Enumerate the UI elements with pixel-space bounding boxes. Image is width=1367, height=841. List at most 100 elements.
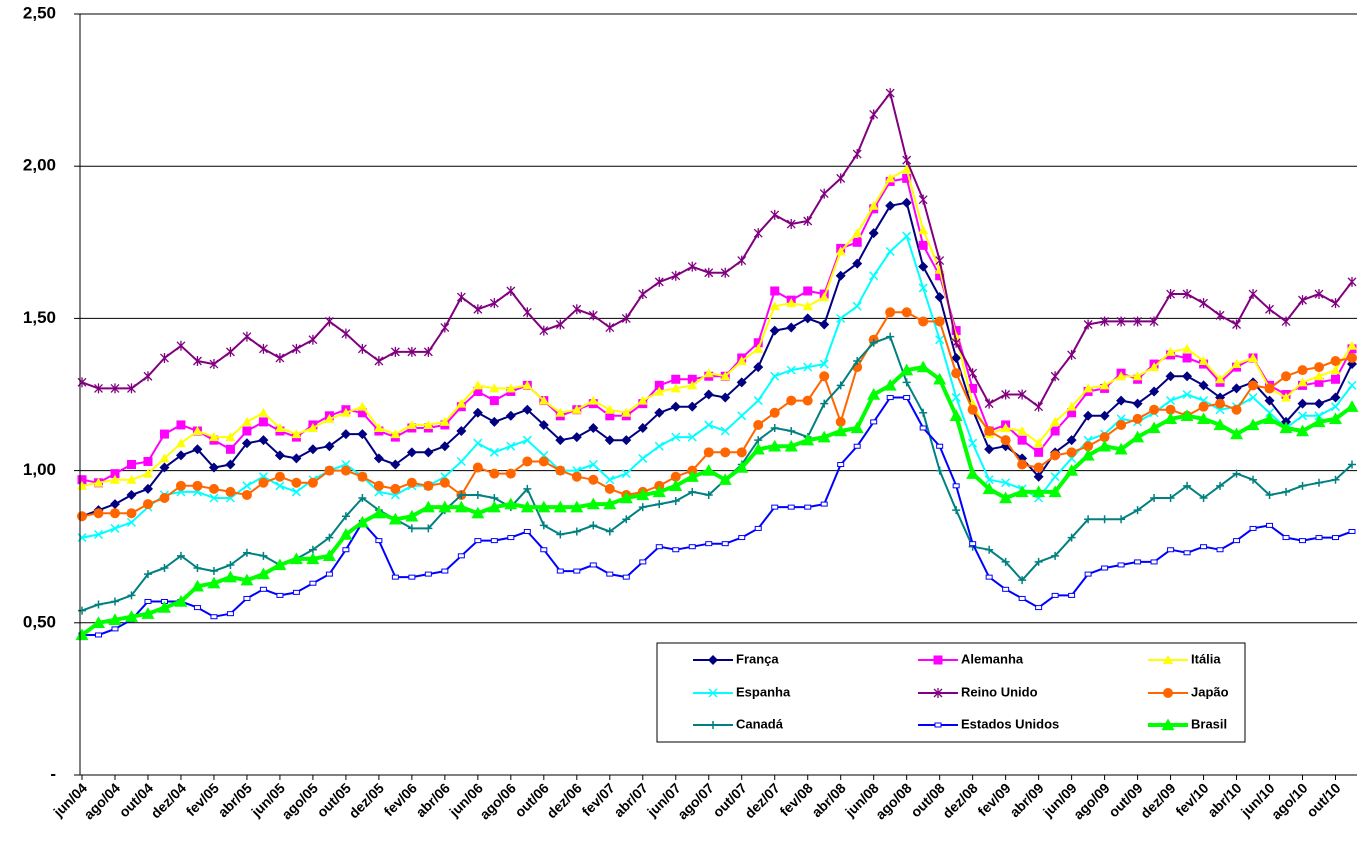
marker bbox=[256, 567, 270, 580]
marker bbox=[276, 592, 284, 598]
marker bbox=[967, 404, 978, 415]
marker bbox=[408, 574, 416, 580]
marker bbox=[93, 529, 104, 540]
marker bbox=[1265, 490, 1274, 499]
marker bbox=[654, 441, 664, 451]
marker bbox=[390, 429, 401, 439]
marker bbox=[702, 464, 716, 476]
marker bbox=[438, 500, 452, 513]
marker bbox=[1066, 401, 1077, 411]
marker bbox=[93, 477, 104, 487]
marker bbox=[240, 573, 254, 586]
marker bbox=[852, 237, 862, 247]
marker bbox=[1149, 362, 1160, 372]
marker bbox=[885, 246, 895, 256]
marker bbox=[242, 331, 252, 342]
marker bbox=[309, 580, 317, 586]
marker bbox=[652, 485, 666, 498]
marker bbox=[258, 343, 268, 354]
marker bbox=[852, 301, 862, 311]
marker bbox=[605, 527, 614, 536]
marker bbox=[1098, 439, 1112, 452]
marker bbox=[157, 601, 171, 613]
marker bbox=[504, 497, 518, 510]
legend: França Alemanha Itália Espanha Reino Unido Ja… bbox=[656, 642, 1246, 743]
marker bbox=[1134, 559, 1142, 565]
marker bbox=[720, 371, 731, 381]
marker bbox=[984, 475, 994, 485]
marker bbox=[1101, 565, 1109, 571]
marker bbox=[1149, 316, 1159, 327]
marker bbox=[1001, 389, 1011, 400]
marker bbox=[1183, 550, 1191, 556]
marker bbox=[109, 508, 120, 519]
marker bbox=[1017, 459, 1028, 470]
marker bbox=[588, 422, 599, 433]
marker bbox=[919, 408, 928, 417]
marker bbox=[1232, 319, 1242, 330]
marker bbox=[538, 395, 549, 405]
marker bbox=[1165, 404, 1176, 415]
marker bbox=[902, 231, 912, 241]
marker bbox=[820, 399, 829, 408]
marker bbox=[1200, 544, 1208, 550]
marker bbox=[1050, 371, 1060, 382]
marker bbox=[1002, 586, 1010, 592]
marker bbox=[373, 480, 384, 491]
marker bbox=[142, 483, 153, 494]
marker bbox=[1034, 557, 1043, 566]
marker bbox=[933, 372, 947, 385]
marker bbox=[1182, 389, 1192, 400]
marker bbox=[1099, 432, 1110, 443]
marker bbox=[127, 383, 136, 394]
marker bbox=[259, 551, 268, 560]
marker bbox=[342, 547, 350, 553]
marker bbox=[1332, 535, 1340, 541]
marker bbox=[672, 547, 680, 553]
marker bbox=[1198, 380, 1209, 391]
marker bbox=[421, 500, 435, 513]
marker bbox=[869, 109, 879, 120]
marker bbox=[588, 395, 599, 405]
marker bbox=[1116, 395, 1127, 406]
marker bbox=[900, 363, 914, 376]
marker bbox=[210, 614, 218, 620]
marker bbox=[835, 246, 846, 256]
marker bbox=[1279, 421, 1293, 434]
marker bbox=[474, 538, 482, 544]
marker bbox=[423, 419, 434, 429]
marker bbox=[1246, 418, 1260, 431]
legend-label: Espanha bbox=[736, 684, 791, 699]
marker bbox=[1033, 438, 1044, 448]
marker bbox=[951, 337, 961, 348]
marker bbox=[638, 289, 648, 300]
marker bbox=[571, 471, 582, 482]
marker bbox=[1231, 383, 1242, 394]
marker bbox=[868, 200, 879, 210]
marker bbox=[669, 479, 683, 492]
marker bbox=[340, 465, 351, 476]
marker bbox=[588, 459, 598, 470]
marker bbox=[192, 426, 203, 436]
marker bbox=[357, 401, 368, 411]
marker bbox=[1032, 485, 1046, 498]
marker bbox=[735, 461, 749, 473]
marker bbox=[705, 541, 713, 547]
marker bbox=[108, 613, 122, 625]
marker bbox=[966, 467, 980, 479]
marker bbox=[208, 432, 219, 442]
marker bbox=[1182, 343, 1193, 353]
marker bbox=[176, 420, 186, 430]
marker bbox=[1018, 595, 1026, 601]
marker bbox=[454, 500, 468, 513]
marker bbox=[1182, 371, 1193, 382]
marker bbox=[1348, 528, 1356, 534]
marker bbox=[339, 528, 353, 540]
marker bbox=[471, 506, 485, 519]
marker bbox=[160, 352, 169, 363]
marker bbox=[736, 356, 747, 366]
marker bbox=[704, 267, 714, 278]
marker bbox=[1117, 515, 1126, 524]
marker bbox=[852, 258, 863, 269]
y-tick-label: 0,50 bbox=[23, 612, 56, 631]
